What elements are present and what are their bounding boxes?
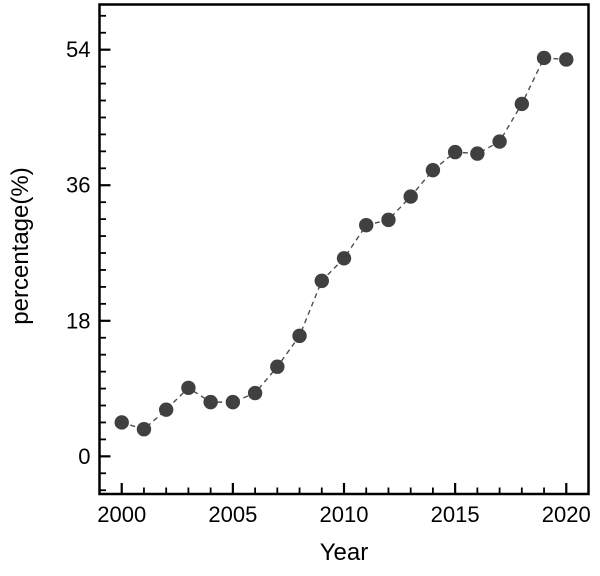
data-point-marker — [247, 385, 263, 401]
data-point-marker — [492, 134, 507, 149]
x-tick-label: 2000 — [97, 502, 146, 527]
y-tick-label: 36 — [66, 173, 90, 198]
data-point-marker — [292, 328, 307, 344]
y-tick-label: 54 — [66, 37, 90, 62]
x-tick-label: 2015 — [431, 502, 480, 527]
y-axis-title: percentage(%) — [7, 167, 34, 325]
data-point-marker — [158, 402, 174, 417]
data-point-marker — [470, 146, 485, 161]
x-tick-label: 2005 — [208, 502, 257, 527]
data-point-marker — [514, 96, 530, 112]
data-point-marker — [270, 359, 285, 374]
data-point-marker — [136, 422, 152, 437]
data-point-marker — [203, 394, 218, 410]
x-axis-title: Year — [319, 539, 369, 566]
data-point-marker — [425, 162, 441, 178]
x-tick-label: 2010 — [320, 502, 369, 527]
series-line — [121, 57, 567, 431]
y-tick-label: 18 — [66, 308, 90, 333]
data-point-marker — [225, 394, 241, 410]
data-point-marker — [447, 144, 463, 160]
x-tick-label: 2020 — [542, 502, 591, 527]
data-point-marker — [314, 273, 329, 289]
data-point-marker — [403, 189, 418, 204]
plot-frame — [98, 3, 590, 496]
data-point-marker — [359, 217, 374, 233]
data-point-marker — [381, 212, 396, 228]
data-point-marker — [559, 52, 574, 67]
data-point-marker — [114, 415, 129, 430]
y-tick-label: 0 — [78, 444, 90, 469]
data-point-marker — [336, 251, 352, 266]
data-point-marker — [181, 380, 196, 396]
data-point-marker — [536, 50, 552, 66]
